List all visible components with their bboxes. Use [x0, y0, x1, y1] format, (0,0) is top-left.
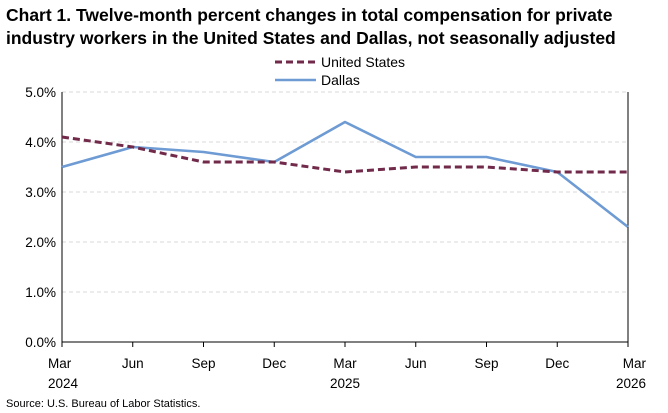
y-tick-label: 1.0%: [25, 285, 56, 300]
y-tick-label: 0.0%: [25, 335, 56, 350]
series-lines: [61, 120, 629, 229]
y-tick-label: 4.0%: [25, 135, 56, 150]
x-tick-label: Sep: [191, 356, 215, 371]
y-tick-labels: 0.0% 1.0% 2.0% 3.0% 4.0% 5.0%: [25, 85, 56, 350]
x-tick-label: Mar: [623, 356, 647, 371]
x-tick-label: Jun: [405, 356, 427, 371]
x-tick-label: Mar: [333, 356, 357, 371]
x-tick-label: Sep: [474, 356, 498, 371]
y-tick-label: 2.0%: [25, 235, 56, 250]
x-tick-year-label: 2025: [330, 376, 360, 391]
axes: [61, 92, 629, 347]
x-tick-year-label: 2026: [616, 376, 646, 391]
legend-label: United States: [321, 54, 405, 70]
legend: United States Dallas: [275, 54, 405, 88]
gridlines: [62, 91, 628, 293]
x-tick-label: Dec: [262, 356, 286, 371]
x-tick-labels: Mar 2024 Jun Sep Dec Mar 2025 Jun Sep Dec Mar 2026: [48, 356, 647, 391]
chart-title: Chart 1. Twelve-month percent changes in…: [6, 5, 616, 48]
series-line-dallas: [61, 120, 629, 229]
series-line-united-states: [61, 135, 628, 174]
y-tick-label: 5.0%: [25, 85, 56, 100]
x-tick-label: Mar: [48, 356, 72, 371]
x-tick-label: Jun: [122, 356, 144, 371]
x-tick-year-label: 2024: [48, 376, 79, 391]
y-tick-label: 3.0%: [25, 185, 56, 200]
x-tick-label: Dec: [545, 356, 569, 371]
source-note: Source: U.S. Bureau of Labor Statistics.: [6, 398, 201, 410]
legend-label: Dallas: [321, 72, 360, 88]
